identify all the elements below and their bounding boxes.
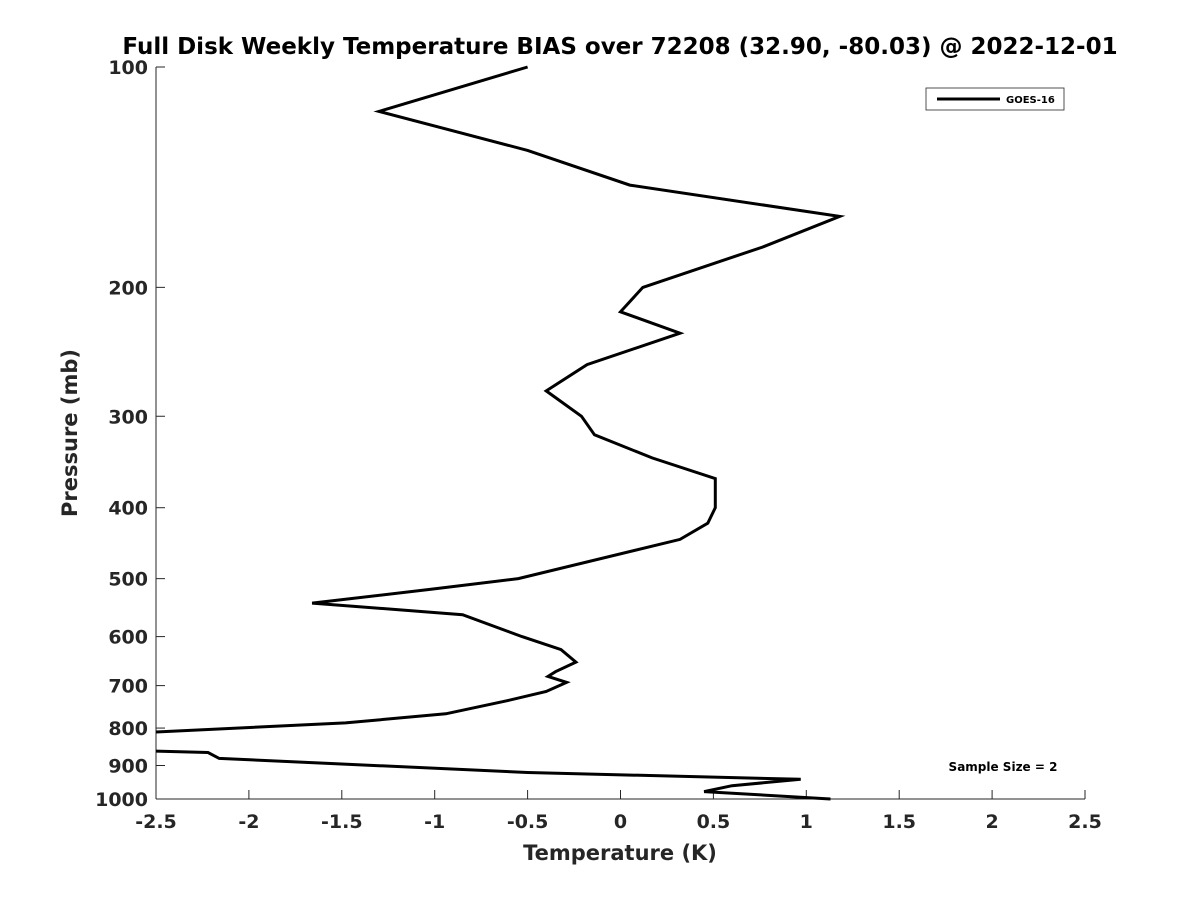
x-axis-title: Temperature (K) bbox=[523, 841, 717, 865]
y-tick-label: 600 bbox=[108, 627, 148, 649]
y-tick-label: 300 bbox=[108, 406, 148, 428]
x-tick-label: -1 bbox=[424, 811, 445, 833]
y-ticks: 100 200 300 400 500 600 700 800 900 1000 bbox=[95, 57, 165, 811]
x-tick-label: 2.5 bbox=[1068, 811, 1102, 833]
y-tick-label: 500 bbox=[108, 569, 148, 591]
series-layer bbox=[155, 65, 846, 801]
x-tick-label: 0 bbox=[614, 811, 627, 833]
y-tick-label: 400 bbox=[108, 498, 148, 520]
y-tick-label: 900 bbox=[108, 756, 148, 778]
x-tick-label: 2 bbox=[985, 811, 998, 833]
x-tick-label: -0.5 bbox=[507, 811, 549, 833]
y-tick-label: 700 bbox=[108, 676, 148, 698]
x-tick-label: 1.5 bbox=[882, 811, 916, 833]
legend: GOES-16 bbox=[925, 87, 1065, 111]
x-tick-label: -1.5 bbox=[321, 811, 363, 833]
legend-label: GOES-16 bbox=[1006, 95, 1055, 106]
y-tick-label: 1000 bbox=[95, 789, 148, 811]
x-tick-label: 0.5 bbox=[697, 811, 731, 833]
series-line-goes-16-lower bbox=[155, 749, 831, 801]
series-line-goes-16 bbox=[155, 65, 846, 734]
sample-size-annotation: Sample Size = 2 bbox=[949, 760, 1058, 774]
x-tick-label: 1 bbox=[800, 811, 813, 833]
y-tick-label: 200 bbox=[108, 277, 148, 299]
x-tick-label: -2 bbox=[238, 811, 259, 833]
y-axis-title: Pressure (mb) bbox=[58, 349, 82, 517]
chart-title: Full Disk Weekly Temperature BIAS over 7… bbox=[122, 34, 1117, 60]
x-ticks: -2.5 -2 -1.5 -1 -0.5 0 0.5 1 1.5 2 2.5 bbox=[135, 790, 1102, 833]
y-tick-label: 100 bbox=[108, 57, 148, 79]
x-tick-label: -2.5 bbox=[135, 811, 177, 833]
y-tick-label: 800 bbox=[108, 718, 148, 740]
